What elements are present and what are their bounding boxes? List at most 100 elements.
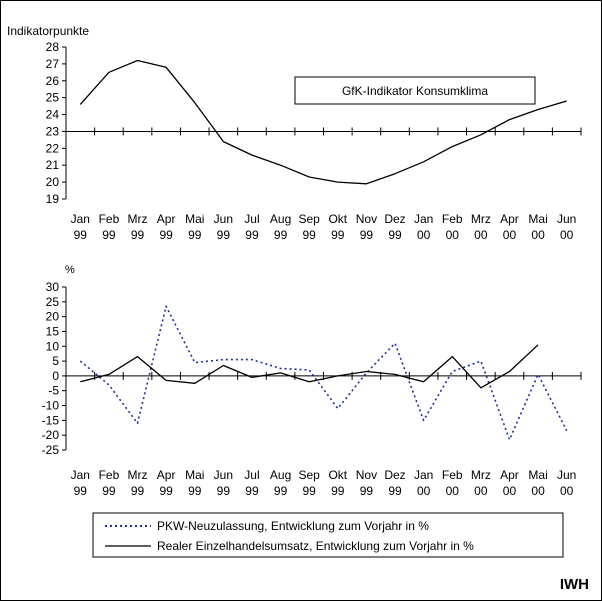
top-y-tick-label: 19 [46,192,60,206]
bottom-series-line-0 [79,305,568,441]
bottom-x-tick-label-month: Nov [356,468,377,482]
top-y-tick-label: 22 [46,141,60,155]
top-x-tick-label-year: 99 [74,228,88,242]
bottom-x-tick-label-year: 99 [188,484,202,498]
bottom-y-tick-label: 20 [46,310,60,324]
top-x-tick-label-month: Aug [270,212,291,226]
bottom-x-tick-label-month: Jan [414,468,433,482]
top-chart: 19 20 21 22 23 24 25 26 27 28 Jan 99 Feb 99 Mrz 99 Apr 99… [46,40,582,242]
bottom-x-tick-label-year: 00 [474,484,488,498]
top-y-tick-label: 21 [46,158,60,172]
bottom-x-tick-label-month: Apr [157,468,176,482]
bottom-x-tick-label-month: Dez [384,468,405,482]
bottom-y-tick-label: -5 [48,384,59,398]
top-y-tick-label: 23 [46,124,60,138]
bottom-y-tick-label: 0 [52,369,59,383]
bottom-y-tick-label: -15 [42,413,60,427]
bottom-y-tick-label: -20 [42,428,60,442]
top-y-tick-label: 20 [46,175,60,189]
top-y-tick-label: 26 [46,74,60,88]
top-x-tick-label-year: 00 [417,228,431,242]
bottom-x-tick-label-year: 00 [560,484,574,498]
top-x-tick-label-year: 00 [503,228,517,242]
top-y-tick-label: 25 [46,91,60,105]
source-label: IWH [560,576,589,593]
top-x-tick-label-month: Dez [384,212,405,226]
bottom-x-tick-label-month: Mai [185,468,204,482]
bottom-x-tick-label-month: Sep [299,468,321,482]
bottom-x-tick-label-year: 99 [131,484,145,498]
top-x-tick-label-month: Okt [328,212,347,226]
bottom-x-tick-label-month: Feb [99,468,120,482]
bottom-y-axis-label: % [65,264,75,276]
top-legend-label: GfK-Indikator Konsumklima [342,84,488,98]
top-x-tick-label-month: Jun [557,212,576,226]
top-x-tick-label-year: 99 [188,228,202,242]
bottom-x-tick-label-year: 99 [274,484,288,498]
top-x-tick-label-month: Feb [442,212,463,226]
legend-label-einzelhandel: Realer Einzelhandelsumsatz, Entwicklung … [157,539,474,553]
top-x-tick-label-year: 99 [331,228,345,242]
bottom-x-tick-label-month: Mai [528,468,547,482]
bottom-x-tick-label-month: Feb [442,468,463,482]
bottom-x-tick-label-year: 00 [446,484,460,498]
bottom-x-tick-label-year: 99 [303,484,317,498]
top-y-tick-label: 24 [46,108,60,122]
bottom-x-tick-label-year: 99 [159,484,173,498]
bottom-x-tick-label-year: 00 [503,484,517,498]
bottom-x-tick-label-month: Jun [214,468,233,482]
top-x-tick-label-month: Mai [185,212,204,226]
bottom-y-tick-label: -25 [42,443,60,457]
bottom-x-tick-label-year: 99 [388,484,402,498]
bottom-x-tick-label-year: 00 [531,484,545,498]
top-y-axis-label: Indikatorpunkte [7,24,89,38]
top-x-tick-label-month: Jun [214,212,233,226]
bottom-x-tick-label-year: 99 [217,484,231,498]
top-x-tick-label-year: 00 [474,228,488,242]
top-series-line-0 [79,59,567,185]
bottom-x-tick-label-month: Jan [71,468,90,482]
top-x-tick-label-month: Jul [244,212,259,226]
top-x-tick-label-month: Apr [500,212,519,226]
top-x-tick-label-month: Nov [356,212,377,226]
bottom-y-tick-label: 30 [46,280,60,294]
top-x-tick-label-year: 99 [274,228,288,242]
top-x-tick-label-month: Sep [299,212,321,226]
bottom-x-tick-label-month: Aug [270,468,291,482]
top-x-tick-label-month: Jan [414,212,433,226]
bottom-x-tick-label-year: 99 [331,484,345,498]
top-x-tick-label-year: 00 [446,228,460,242]
top-x-tick-label-month: Mai [528,212,547,226]
top-x-tick-label-month: Feb [99,212,120,226]
bottom-series-line-1 [80,344,539,389]
top-x-tick-label-month: Mrz [128,212,148,226]
top-x-tick-label-year: 99 [131,228,145,242]
bottom-x-tick-label-month: Mrz [128,468,148,482]
top-x-tick-label-year: 99 [303,228,317,242]
top-x-tick-label-year: 99 [159,228,173,242]
top-x-tick-label-year: 99 [388,228,402,242]
top-x-tick-label-year: 99 [245,228,259,242]
bottom-x-tick-label-month: Okt [328,468,347,482]
bottom-legend-box [92,512,564,558]
bottom-x-tick-label-year: 99 [245,484,259,498]
bottom-y-tick-label: 25 [46,295,60,309]
top-x-tick-label-month: Mrz [471,212,491,226]
bottom-x-tick-label-year: 00 [417,484,431,498]
top-x-tick-label-month: Jan [71,212,90,226]
bottom-y-tick-label: -10 [42,399,60,413]
bottom-x-tick-label-year: 99 [102,484,116,498]
bottom-y-tick-label: 15 [46,324,60,338]
top-x-tick-label-year: 99 [217,228,231,242]
bottom-x-tick-label-year: 99 [360,484,374,498]
bottom-x-tick-label-month: Jul [244,468,259,482]
bottom-y-tick-label: 10 [46,339,60,353]
bottom-x-tick-label-month: Apr [500,468,519,482]
top-x-tick-label-year: 00 [531,228,545,242]
top-x-tick-label-month: Apr [157,212,176,226]
bottom-x-tick-label-year: 99 [74,484,88,498]
bottom-y-tick-label: 5 [52,354,59,368]
top-x-tick-label-year: 99 [360,228,374,242]
